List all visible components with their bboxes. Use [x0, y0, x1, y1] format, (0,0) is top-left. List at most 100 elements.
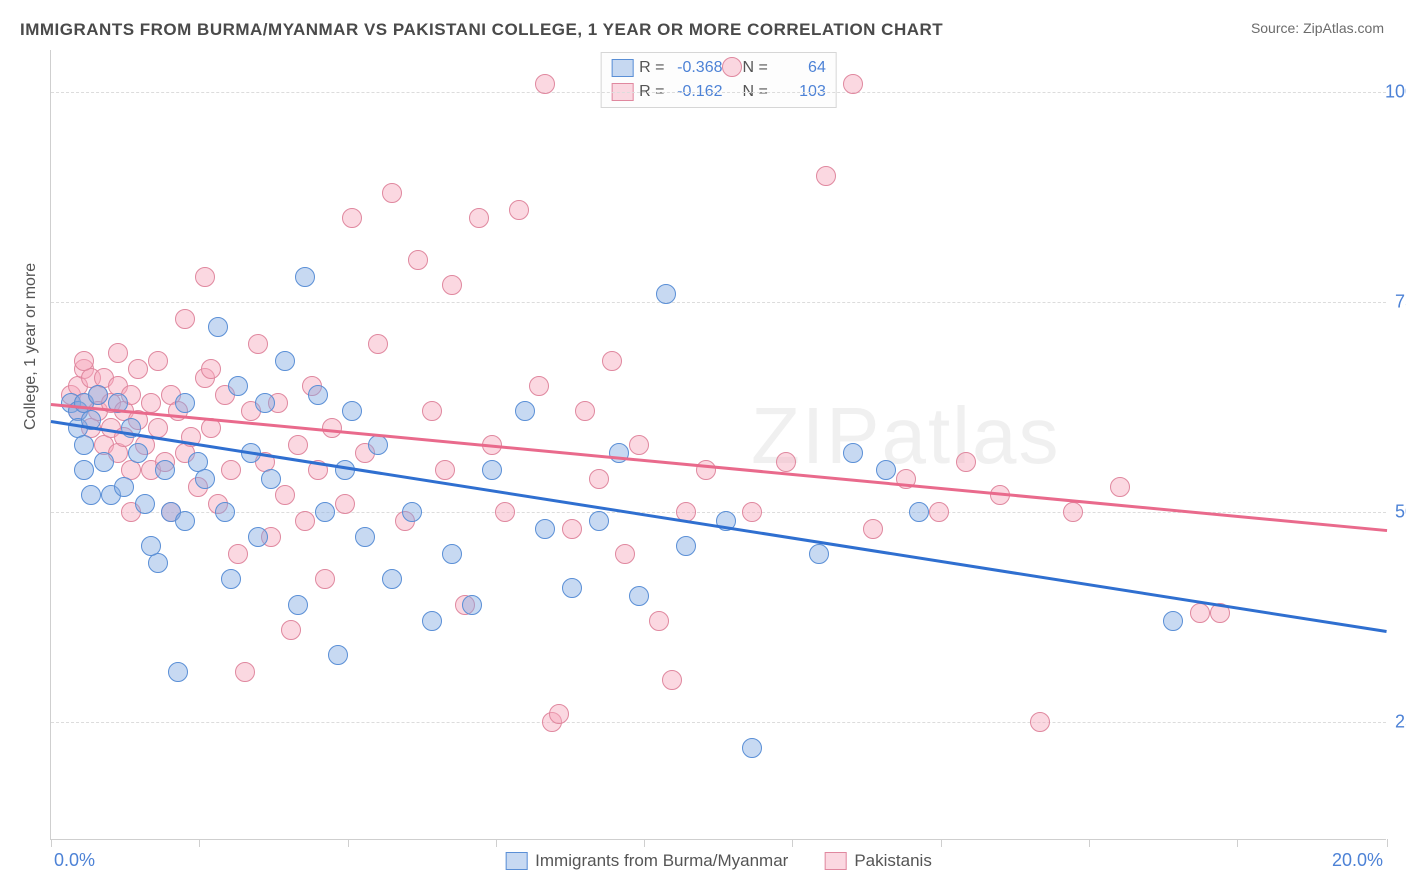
scatter-point: [629, 586, 649, 606]
scatter-point: [629, 435, 649, 455]
scatter-point: [281, 620, 301, 640]
scatter-point: [422, 611, 442, 631]
trend-line: [51, 420, 1387, 633]
scatter-point: [615, 544, 635, 564]
scatter-point: [462, 595, 482, 615]
scatter-point: [221, 460, 241, 480]
y-tick-label: 100.0%: [1385, 82, 1406, 103]
y-tick-label: 50.0%: [1395, 502, 1406, 523]
scatter-point: [155, 460, 175, 480]
scatter-point: [649, 611, 669, 631]
scatter-point: [195, 469, 215, 489]
scatter-point: [248, 334, 268, 354]
scatter-point: [589, 469, 609, 489]
stat-label: N =: [743, 59, 768, 77]
stat-value: -0.368: [671, 59, 723, 77]
scatter-point: [562, 578, 582, 598]
series-legend: Immigrants from Burma/Myanmar Pakistanis: [505, 851, 932, 871]
scatter-point: [956, 452, 976, 472]
scatter-point: [809, 544, 829, 564]
y-tick-label: 75.0%: [1395, 292, 1406, 313]
scatter-point: [288, 435, 308, 455]
scatter-point: [308, 385, 328, 405]
scatter-point: [215, 502, 235, 522]
swatch-icon: [824, 852, 846, 870]
scatter-point: [609, 443, 629, 463]
scatter-point: [228, 376, 248, 396]
scatter-point: [816, 166, 836, 186]
scatter-point: [909, 502, 929, 522]
x-tick: [792, 839, 793, 847]
scatter-point: [275, 485, 295, 505]
scatter-point: [1163, 611, 1183, 631]
plot-area: R = -0.368 N = 64 R = -0.162 N = 103 ZIP…: [50, 50, 1386, 840]
scatter-point: [175, 511, 195, 531]
scatter-point: [328, 645, 348, 665]
scatter-point: [495, 502, 515, 522]
scatter-point: [114, 477, 134, 497]
x-tick: [1089, 839, 1090, 847]
scatter-point: [88, 385, 108, 405]
scatter-point: [315, 502, 335, 522]
legend-label: Immigrants from Burma/Myanmar: [535, 851, 788, 871]
gridline: [51, 92, 1386, 93]
scatter-point: [529, 376, 549, 396]
scatter-point: [355, 527, 375, 547]
scatter-point: [876, 460, 896, 480]
scatter-point: [408, 250, 428, 270]
scatter-point: [128, 443, 148, 463]
scatter-point: [562, 519, 582, 539]
legend-item: Pakistanis: [824, 851, 931, 871]
scatter-point: [422, 401, 442, 421]
chart-source: Source: ZipAtlas.com: [1251, 20, 1384, 36]
scatter-point: [148, 351, 168, 371]
scatter-point: [175, 393, 195, 413]
scatter-point: [74, 460, 94, 480]
stats-legend: R = -0.368 N = 64 R = -0.162 N = 103: [600, 52, 837, 108]
scatter-point: [235, 662, 255, 682]
scatter-point: [141, 393, 161, 413]
x-tick: [644, 839, 645, 847]
scatter-point: [656, 284, 676, 304]
scatter-point: [342, 208, 362, 228]
gridline: [51, 302, 1386, 303]
x-tick: [199, 839, 200, 847]
scatter-point: [929, 502, 949, 522]
scatter-point: [722, 57, 742, 77]
scatter-point: [221, 569, 241, 589]
scatter-point: [368, 435, 388, 455]
scatter-point: [535, 74, 555, 94]
scatter-point: [288, 595, 308, 615]
y-tick-label: 25.0%: [1395, 712, 1406, 733]
scatter-point: [442, 275, 462, 295]
x-tick: [1387, 839, 1388, 847]
scatter-point: [141, 536, 161, 556]
chart-container: IMMIGRANTS FROM BURMA/MYANMAR VS PAKISTA…: [0, 0, 1406, 892]
stats-legend-row: R = -0.368 N = 64: [611, 56, 826, 80]
scatter-point: [108, 343, 128, 363]
legend-label: Pakistanis: [854, 851, 931, 871]
scatter-point: [248, 527, 268, 547]
x-axis-max-label: 20.0%: [1332, 850, 1383, 871]
x-tick: [1237, 839, 1238, 847]
scatter-point: [589, 511, 609, 531]
scatter-point: [335, 460, 355, 480]
scatter-point: [255, 393, 275, 413]
scatter-point: [382, 569, 402, 589]
swatch-icon: [611, 59, 633, 77]
x-tick: [496, 839, 497, 847]
scatter-point: [295, 267, 315, 287]
scatter-point: [368, 334, 388, 354]
scatter-point: [575, 401, 595, 421]
chart-title: IMMIGRANTS FROM BURMA/MYANMAR VS PAKISTA…: [20, 20, 943, 40]
scatter-point: [515, 401, 535, 421]
scatter-point: [402, 502, 422, 522]
x-tick: [51, 839, 52, 847]
scatter-point: [195, 267, 215, 287]
scatter-point: [1190, 603, 1210, 623]
scatter-point: [295, 511, 315, 531]
swatch-icon: [505, 852, 527, 870]
scatter-point: [662, 670, 682, 690]
x-tick: [941, 839, 942, 847]
scatter-point: [843, 443, 863, 463]
